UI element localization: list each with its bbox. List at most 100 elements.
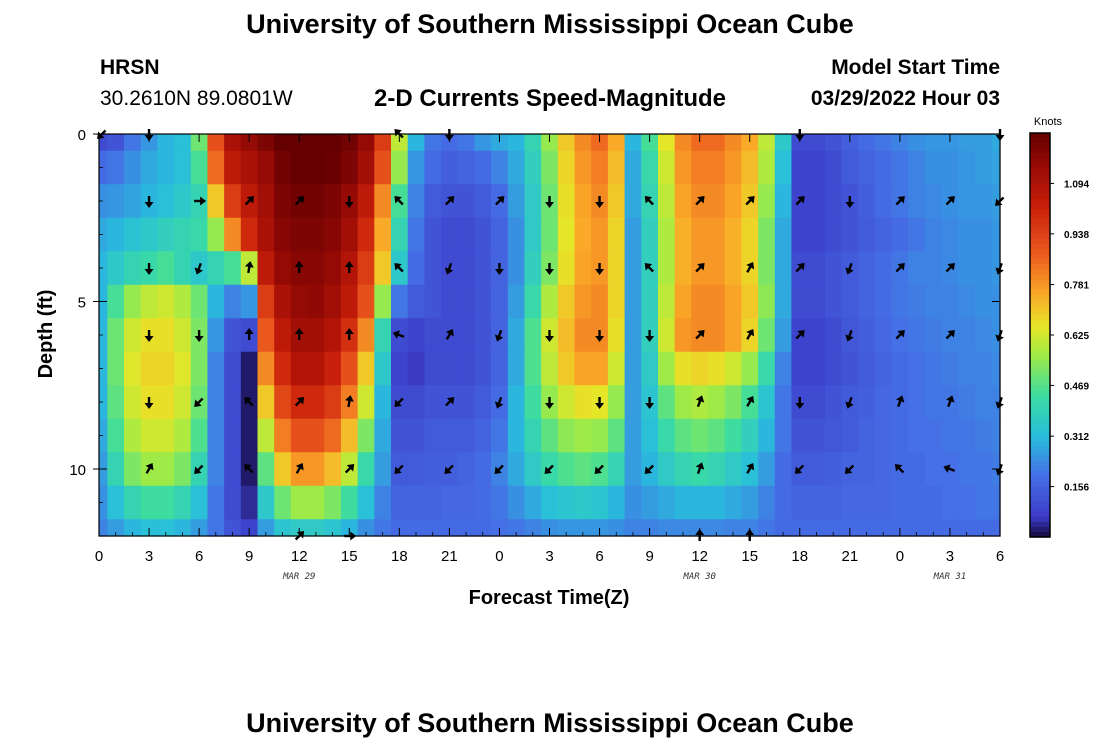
heatmap-cell <box>891 519 909 537</box>
heatmap-cell <box>374 351 392 386</box>
current-arrow <box>394 397 404 407</box>
heatmap-cell <box>574 284 592 319</box>
heatmap-cell <box>407 184 425 219</box>
heatmap-cell <box>207 452 225 487</box>
colorbar-tick-label: 0.938 <box>1064 230 1089 241</box>
heatmap-cell <box>724 519 742 537</box>
heatmap-cell <box>290 418 309 453</box>
heatmap-cell <box>557 251 576 286</box>
heatmap-cell <box>657 519 676 537</box>
heatmap-cell <box>791 418 809 453</box>
heatmap-cell <box>758 418 776 453</box>
heatmap-cell <box>207 318 225 353</box>
heatmap-cell <box>474 452 492 487</box>
heatmap-cell <box>674 318 692 353</box>
heatmap-cell <box>124 217 142 252</box>
heatmap-cell <box>574 519 592 537</box>
heatmap-cell <box>724 150 742 185</box>
current-arrow <box>444 464 454 474</box>
colorbar-segment <box>1030 461 1050 467</box>
heatmap-cell <box>708 251 726 286</box>
heatmap-cell <box>324 385 342 420</box>
x-tick-label: 21 <box>841 548 858 565</box>
heatmap-cell <box>457 150 476 185</box>
colorbar-segment <box>1030 420 1050 427</box>
heatmap-cell <box>924 251 943 286</box>
colorbar-segment <box>1030 143 1050 149</box>
current-arrow <box>644 263 654 273</box>
heatmap-cell <box>224 318 242 353</box>
colorbar-segment <box>1030 309 1050 316</box>
station-coordinates: 30.2610N 89.0801W <box>100 87 293 110</box>
heatmap-cell <box>357 385 375 420</box>
heatmap-cell <box>407 452 425 487</box>
heatmap-cell <box>808 351 826 386</box>
heatmap-cell <box>107 251 125 286</box>
current-arrow <box>545 196 554 208</box>
heatmap-cell <box>958 318 976 353</box>
heatmap-cell <box>524 217 542 252</box>
heatmap-cell <box>340 134 359 152</box>
heatmap-cell <box>274 251 292 286</box>
colorbar-segment <box>1030 163 1050 169</box>
page-title: University of Southern Mississippi Ocean… <box>246 9 854 39</box>
current-arrow <box>144 196 154 208</box>
heatmap-cell <box>674 150 692 185</box>
heatmap-cell <box>157 351 175 386</box>
heatmap-cell <box>891 150 909 185</box>
heatmap-cell <box>824 184 843 219</box>
heatmap-cell <box>758 251 776 286</box>
heatmap-cell <box>657 150 676 185</box>
heatmap-cell <box>708 318 726 353</box>
heatmap-cell <box>140 150 158 185</box>
current-arrow <box>794 464 805 474</box>
heatmap-cell <box>507 418 526 453</box>
x-tick-label: 6 <box>996 548 1004 565</box>
heatmap-cell <box>808 184 826 219</box>
current-arrow <box>344 464 355 474</box>
current-arrow <box>144 397 154 409</box>
heatmap-cell <box>307 519 325 537</box>
current-arrow <box>896 395 905 408</box>
colorbar-segment <box>1030 531 1050 538</box>
colorbar-segment <box>1030 441 1050 447</box>
heatmap-cell <box>507 452 526 487</box>
heatmap-cell <box>958 418 976 453</box>
heatmap-cell <box>224 519 242 537</box>
colorbar-segment <box>1030 239 1050 245</box>
heatmap-cell <box>107 184 125 219</box>
heatmap-cell <box>491 485 509 520</box>
heatmap-cell <box>524 150 542 185</box>
current-arrow <box>895 330 905 340</box>
current-arrow <box>644 464 654 474</box>
heatmap-cell <box>290 134 309 152</box>
heatmap-cell <box>741 217 759 252</box>
heatmap-cell <box>257 150 275 185</box>
heatmap-cell <box>541 217 559 252</box>
heatmap-cell <box>374 251 392 286</box>
current-arrow <box>494 329 504 342</box>
current-arrow <box>244 196 255 206</box>
heatmap-cell <box>557 385 576 420</box>
heatmap-cell <box>958 452 976 487</box>
heatmap-cell <box>891 217 909 252</box>
heatmap-cell <box>441 150 459 185</box>
heatmap-cell <box>157 150 175 185</box>
colorbar-segment <box>1030 188 1050 195</box>
heatmap-cell <box>974 134 993 152</box>
heatmap-cell <box>157 184 175 219</box>
heatmap-cell <box>491 217 509 252</box>
x-axis-title: Forecast Time(Z) <box>469 587 630 609</box>
heatmap-cell <box>390 418 409 453</box>
heatmap-cell <box>574 134 592 152</box>
heatmap-cell <box>124 351 142 386</box>
heatmap-cell <box>924 217 943 252</box>
heatmap-cell <box>791 217 809 252</box>
heatmap-cell <box>974 385 993 420</box>
current-arrow <box>795 330 805 340</box>
heatmap-cell <box>174 134 192 152</box>
x-tick-label: 3 <box>545 548 553 565</box>
heatmap-cell <box>474 519 492 537</box>
heatmap-cell <box>124 485 142 520</box>
heatmap-cell <box>958 284 976 319</box>
